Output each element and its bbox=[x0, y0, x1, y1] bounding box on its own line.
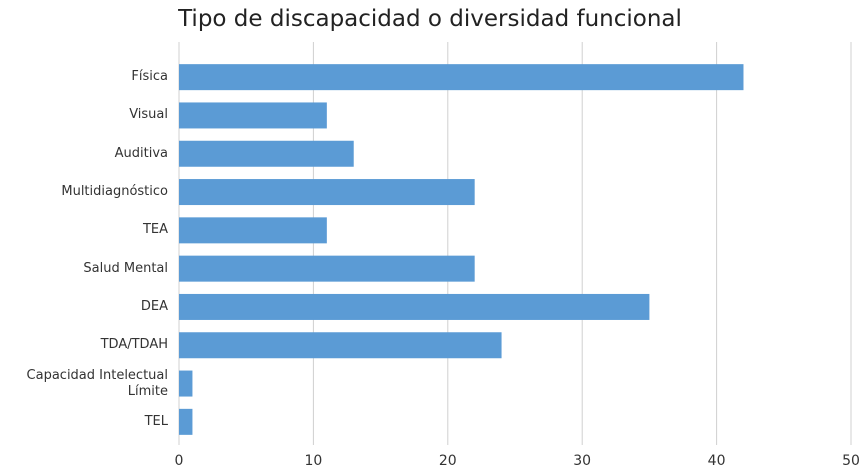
x-tick-label: 0 bbox=[174, 453, 184, 469]
bar bbox=[179, 217, 327, 244]
y-tick-label: Multidiagnóstico bbox=[61, 184, 168, 200]
y-tick-label: Física bbox=[131, 69, 168, 85]
y-tick-label: TEL bbox=[144, 413, 168, 429]
bar bbox=[179, 332, 502, 359]
bar bbox=[179, 408, 193, 435]
chart-title: Tipo de discapacidad o diversidad funcio… bbox=[178, 6, 682, 32]
y-tick-label: TDA/TDAH bbox=[100, 337, 168, 353]
bar bbox=[179, 179, 475, 206]
bar bbox=[179, 255, 475, 282]
y-tick-label: DEA bbox=[140, 298, 168, 314]
x-tick-label: 40 bbox=[707, 453, 726, 469]
x-tick-label: 10 bbox=[304, 453, 323, 469]
y-tick-label: Auditiva bbox=[114, 145, 168, 161]
y-tick-label: Visual bbox=[129, 107, 168, 123]
y-tick-label: Capacidad Intelectual Límite bbox=[26, 367, 168, 399]
bar bbox=[179, 293, 650, 320]
y-tick-label: TEA bbox=[142, 222, 168, 238]
bar bbox=[179, 140, 354, 167]
bar bbox=[179, 370, 193, 397]
x-tick-label: 30 bbox=[573, 453, 592, 469]
x-tick-label: 20 bbox=[438, 453, 457, 469]
y-tick-label: Salud Mental bbox=[83, 260, 168, 276]
bar bbox=[179, 64, 744, 91]
x-tick-label: 50 bbox=[842, 453, 860, 469]
bar bbox=[179, 102, 327, 129]
